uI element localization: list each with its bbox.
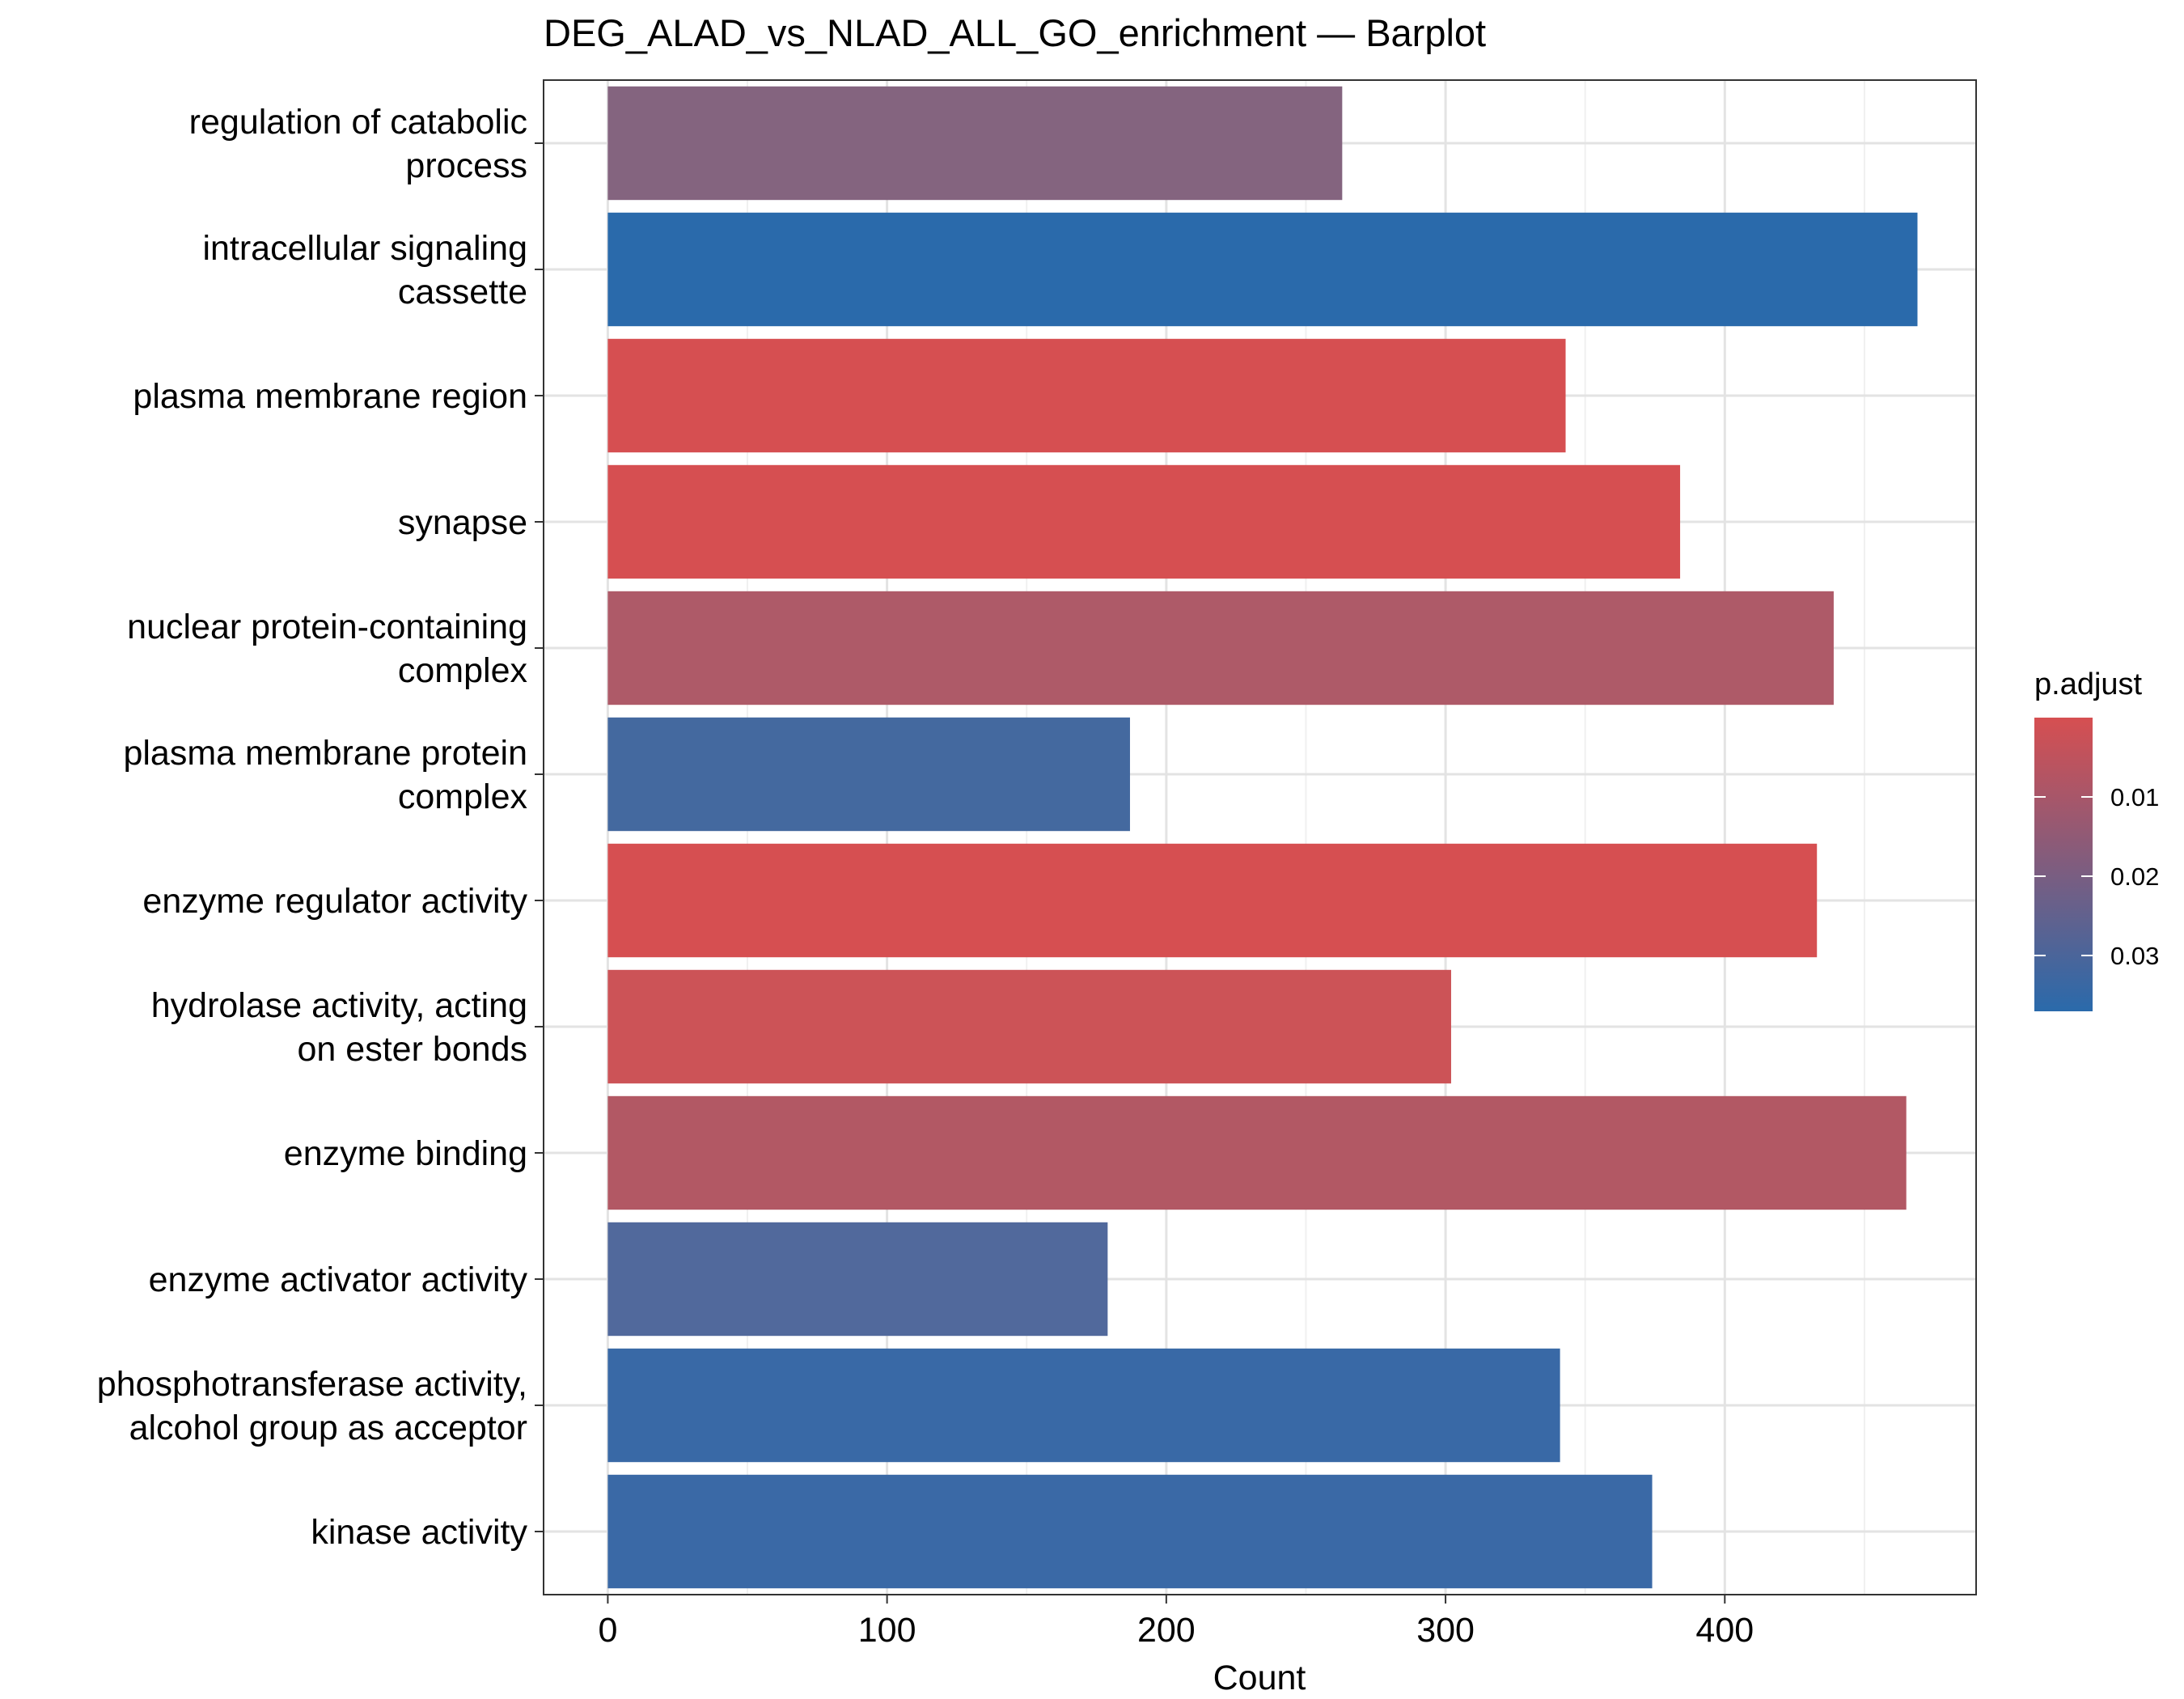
bar bbox=[607, 1095, 1907, 1210]
bar bbox=[607, 212, 1918, 327]
y-axis-label: hydrolase activity, acting bbox=[151, 986, 527, 1025]
bar bbox=[607, 1348, 1560, 1463]
x-axis-tick-label: 100 bbox=[858, 1611, 916, 1650]
y-axis-label: regulation of catabolic bbox=[189, 103, 527, 142]
y-axis-label: complex bbox=[398, 777, 528, 816]
x-axis-tick-label: 400 bbox=[1695, 1611, 1754, 1650]
bar bbox=[607, 591, 1834, 705]
legend-tick-label: 0.03 bbox=[2110, 942, 2159, 970]
legend-title: p.adjust bbox=[2034, 667, 2143, 701]
y-axis: regulation of catabolic process intracellu… bbox=[97, 103, 544, 1552]
bars bbox=[607, 86, 1918, 1589]
bar bbox=[607, 464, 1681, 579]
plot-panel-background bbox=[544, 80, 1976, 1595]
y-axis-label: cassette bbox=[398, 273, 527, 311]
y-axis-label: intracellular signaling bbox=[202, 229, 527, 268]
y-axis-label: complex bbox=[398, 651, 528, 690]
bar bbox=[607, 843, 1818, 958]
bar bbox=[607, 1222, 1108, 1337]
legend-colorbar bbox=[2034, 718, 2093, 1011]
bar bbox=[607, 86, 1343, 201]
plot-panel-border bbox=[543, 79, 1977, 1595]
legend-tick-label: 0.02 bbox=[2110, 862, 2159, 891]
y-axis-label: nuclear protein-containing bbox=[127, 608, 527, 646]
legend: p.adjust 0.01 0.02 0.03 bbox=[2034, 667, 2159, 1011]
x-axis-tick-label: 300 bbox=[1416, 1611, 1475, 1650]
bar bbox=[607, 338, 1566, 453]
y-axis-label: enzyme binding bbox=[284, 1134, 527, 1173]
y-axis-label: alcohol group as acceptor bbox=[129, 1409, 527, 1447]
y-axis-label: plasma membrane protein bbox=[123, 734, 527, 773]
y-axis-label: kinase activity bbox=[311, 1513, 527, 1552]
x-axis-tick-label: 0 bbox=[598, 1611, 617, 1650]
bar bbox=[607, 717, 1130, 832]
x-axis-tick-label: 200 bbox=[1137, 1611, 1196, 1650]
bar bbox=[607, 969, 1451, 1084]
y-axis-label: enzyme regulator activity bbox=[142, 882, 527, 921]
legend-tick-label: 0.01 bbox=[2110, 783, 2159, 811]
x-axis-label: Count bbox=[1213, 1659, 1306, 1697]
x-axis: 0 100 200 300 400 bbox=[598, 1595, 1754, 1650]
chart-title: DEG_ALAD_vs_NLAD_ALL_GO_enrichment — Bar… bbox=[544, 11, 1486, 54]
y-axis-label: synapse bbox=[398, 503, 527, 542]
y-axis-label: plasma membrane region bbox=[133, 377, 527, 416]
y-axis-label: phosphotransferase activity, bbox=[97, 1365, 527, 1404]
y-axis-label: on ester bonds bbox=[298, 1030, 527, 1069]
y-axis-label: process bbox=[405, 146, 527, 185]
bar bbox=[607, 1474, 1653, 1589]
y-axis-label: enzyme activator activity bbox=[149, 1260, 528, 1299]
